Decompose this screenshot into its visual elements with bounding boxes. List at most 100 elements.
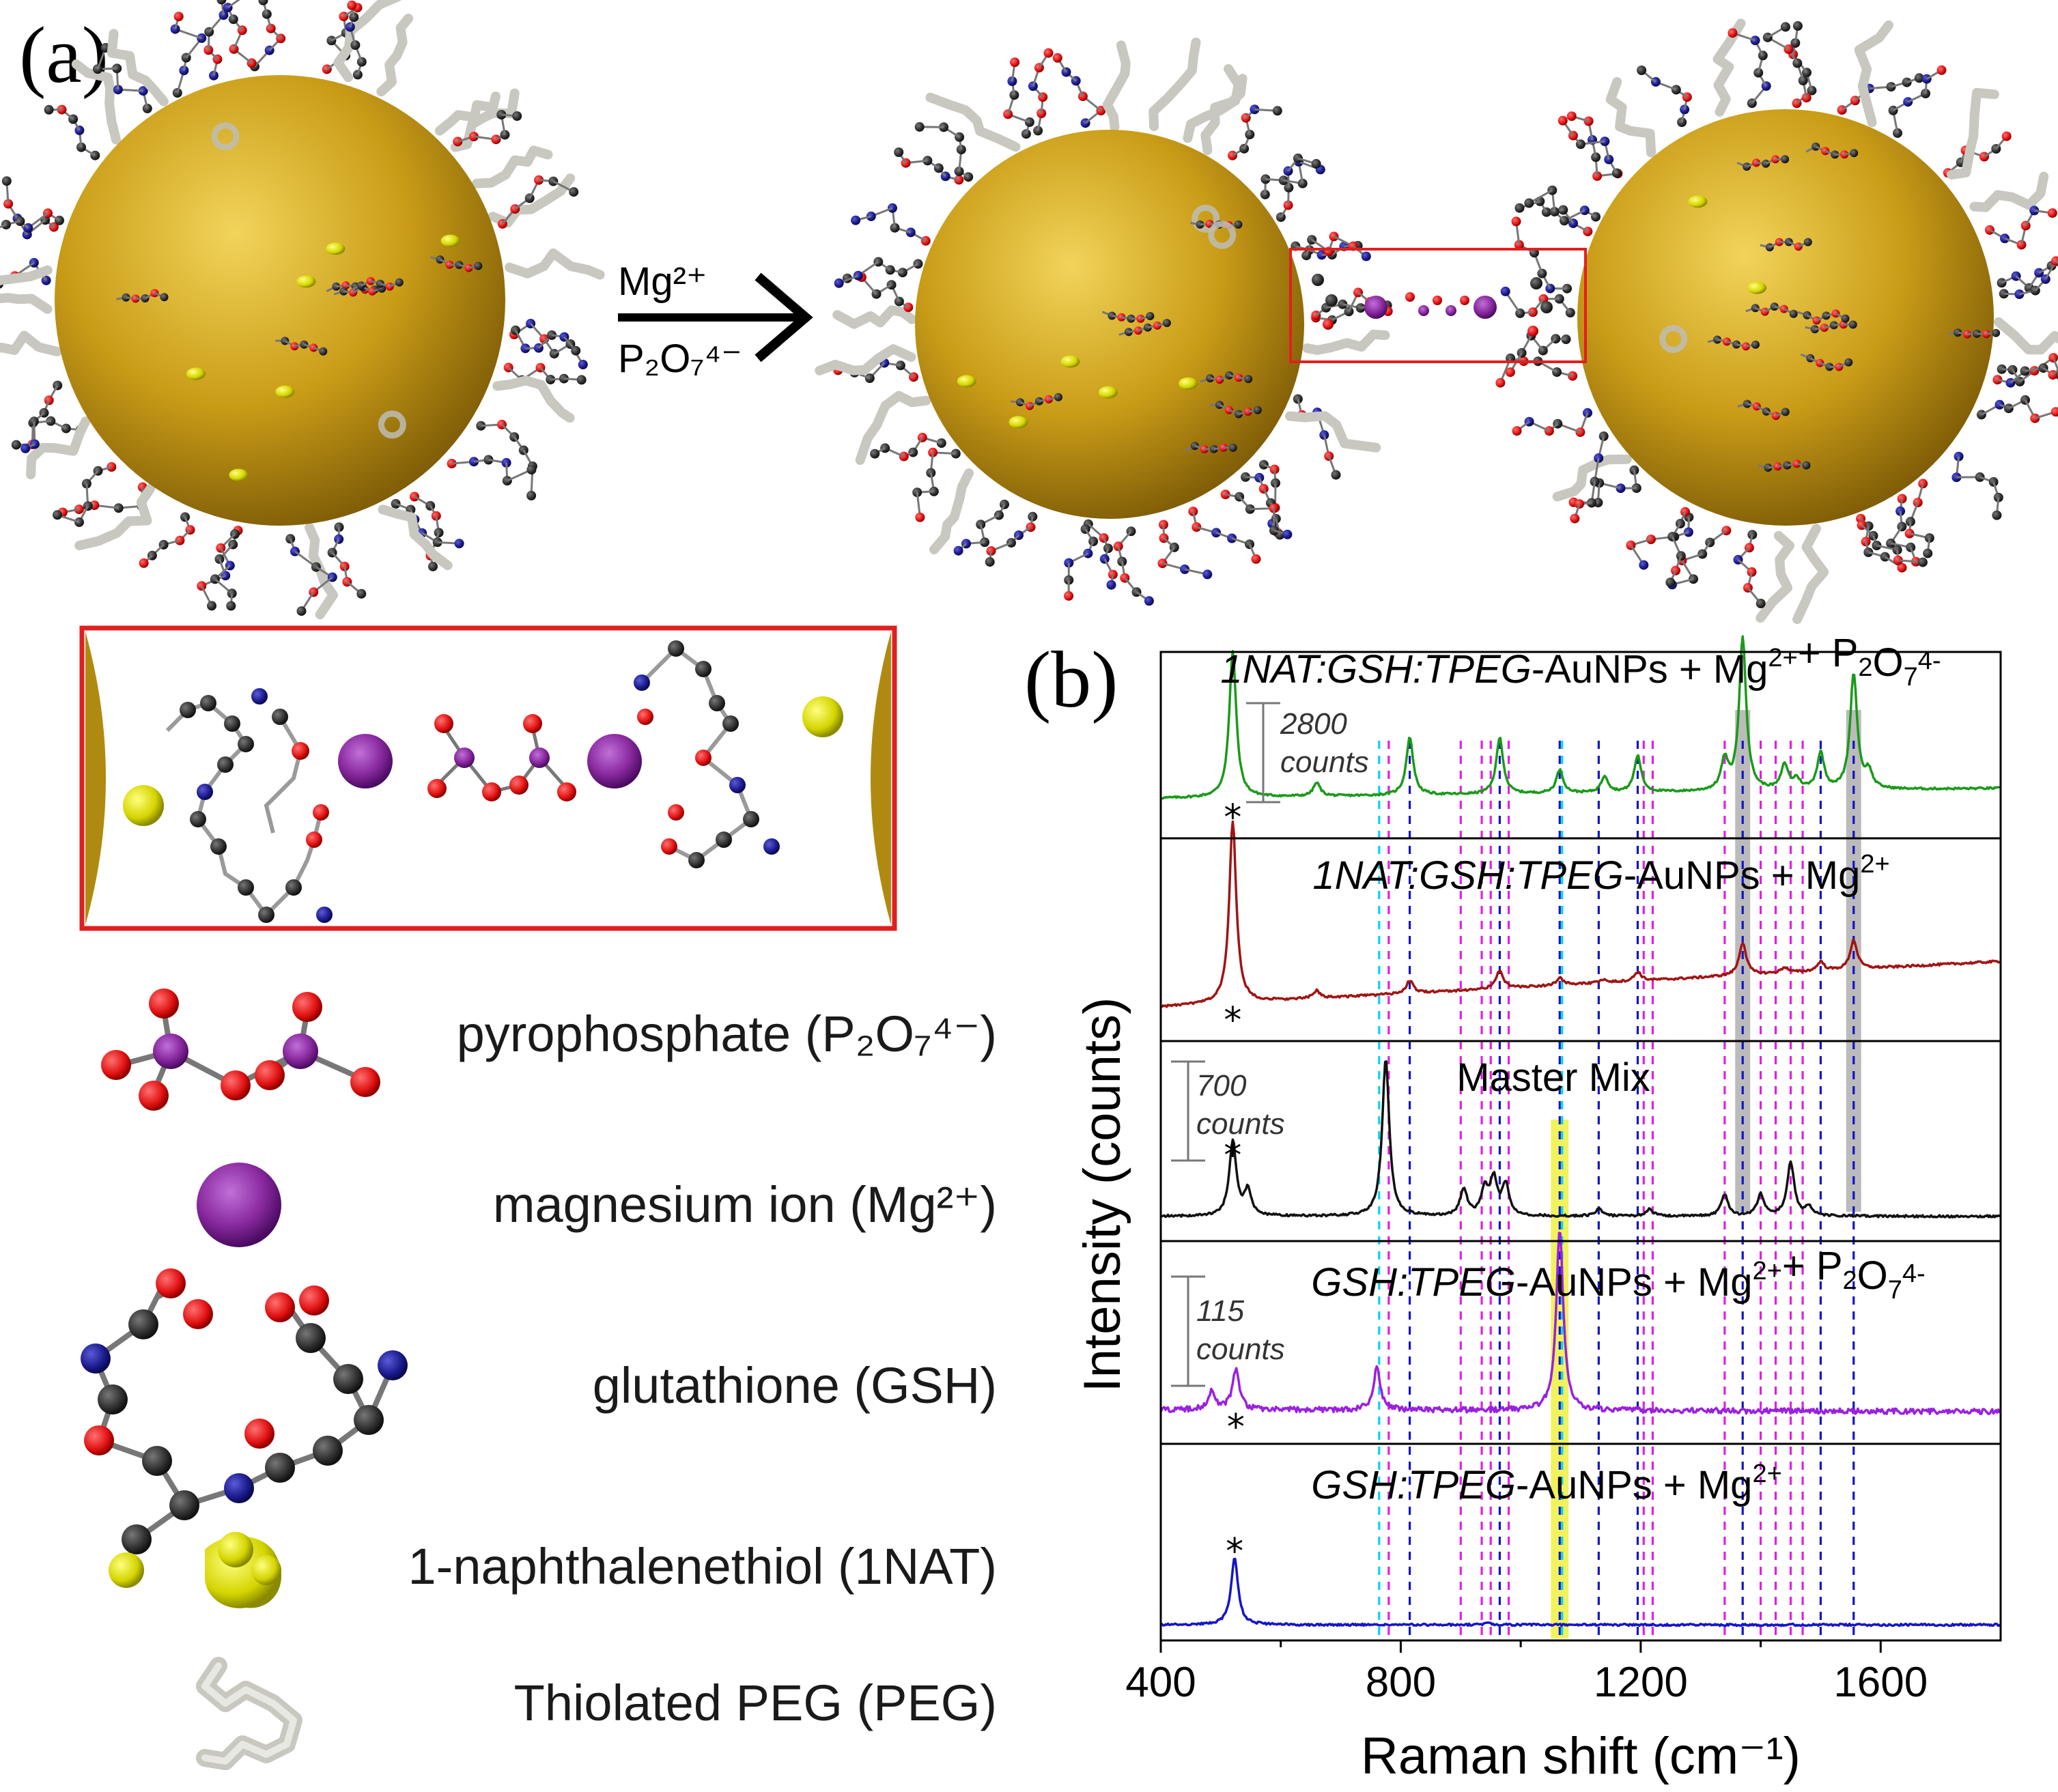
glutathione-ligand <box>351 276 404 291</box>
glutathione-ligand <box>447 455 537 486</box>
glutathione-ligand <box>1888 65 1947 138</box>
scale-bar-3: 115 counts <box>1171 1275 1285 1387</box>
glutathione-ligand <box>912 447 961 522</box>
glutathione-ligand <box>1557 115 1622 178</box>
peg-coil <box>211 122 240 151</box>
gray-band <box>1846 710 1861 1212</box>
gold-nanoparticle-dimer-right <box>1495 18 2058 625</box>
peg-chain <box>71 59 121 145</box>
peg-chain <box>376 14 414 97</box>
glutathione-ligand <box>1947 328 2001 339</box>
legend-label-peg: Thiolated PEG (PEG) <box>514 1675 997 1731</box>
glutathione-ligand <box>1976 395 2058 423</box>
gold-sphere <box>915 130 1304 519</box>
spectrum-line-1 <box>1160 820 2001 1008</box>
naphthalenethiol <box>1009 416 1028 429</box>
glutathione-ligand <box>1185 442 1237 453</box>
spectra <box>1159 635 2002 1627</box>
legend-label-naphthalenethiol: 1-naphthalenethiol (1NAT) <box>408 1538 997 1595</box>
glutathione-ligand <box>1805 142 1859 159</box>
glutathione-ligand <box>1992 363 2058 388</box>
spectrum-title-0: 1NAT:GSH:TPEG-AuNPs + Mg2++ P2O74- <box>1220 631 1941 692</box>
glutathione-ligand <box>275 337 328 356</box>
glutathione-ligand <box>1101 311 1155 323</box>
peg-coil <box>1659 325 1688 353</box>
scale-bar-unit: counts <box>1280 745 1369 779</box>
bridge-zoom-inset <box>79 625 897 931</box>
glutathione-ligand <box>834 257 923 288</box>
peg-chain <box>1200 74 1248 156</box>
x-axis-title: Raman shift (cm⁻¹) <box>1361 1727 1801 1785</box>
peg-chain <box>472 145 553 188</box>
scale-bar-unit: counts <box>1196 1333 1285 1366</box>
glutathione-ligand <box>842 272 914 313</box>
glutathione-ligand <box>327 522 367 599</box>
molecule-legend: pyrophosphate (P₂O₇⁴⁻) magnesium ion (Mg… <box>81 989 997 1770</box>
glutathione-ligand <box>1113 526 1154 606</box>
arrow-reagent-pyrophosphate: P₂O₇⁴⁻ <box>618 337 742 381</box>
legend-label-glutathione: glutathione (GSH) <box>593 1357 997 1414</box>
glutathione-ligand <box>1857 520 1928 567</box>
glutathione-ligand <box>1220 489 1293 539</box>
scale-bar-unit: counts <box>1196 1107 1285 1141</box>
gray-band <box>1735 710 1751 1212</box>
glutathione-ligand <box>453 110 522 147</box>
peg-coil <box>1192 204 1220 233</box>
magnesium-ion-icon <box>197 1163 281 1247</box>
glutathione-ligand <box>851 203 931 246</box>
peg-chain <box>815 344 916 375</box>
spectrum-title-4: GSH:TPEG-AuNPs + Mg2+ <box>1311 1460 1782 1507</box>
scale-bar-value: 115 <box>1196 1294 1245 1328</box>
peg-chain <box>1712 18 1746 117</box>
reaction-arrow: Mg²⁺ P₂O₇⁴⁻ <box>618 259 813 381</box>
peg-chain <box>925 92 1021 152</box>
gold-sphere <box>55 75 505 526</box>
peak-marker-2: * <box>1224 1135 1241 1176</box>
peak-marker-4: * <box>1226 1531 1243 1572</box>
scale-bar-value: 2800 <box>1280 707 1347 741</box>
gold-nanoparticle-single <box>0 0 605 620</box>
glutathione-ligand <box>1788 21 1817 109</box>
naphthalenethiol <box>229 468 249 481</box>
panel-a-label: (a) <box>19 10 109 100</box>
glutathione-ligand <box>139 512 195 568</box>
peak-marker-0: * <box>1224 797 1241 838</box>
scale-bar-2: 700 counts <box>1171 1060 1285 1162</box>
spectrum-line-4 <box>1160 1557 2002 1627</box>
glutathione-ligand <box>1064 524 1099 601</box>
glutathione-ligand <box>410 492 444 571</box>
glutathione-ligand <box>1728 28 1771 109</box>
naphthalenethiol <box>1179 377 1198 390</box>
peak-marker-3: * <box>1227 1407 1245 1448</box>
glutathione-ligand <box>1275 153 1321 223</box>
naphthalenethiol <box>1060 355 1080 368</box>
glutathione-ligand <box>0 208 64 233</box>
peg-chain <box>0 330 62 356</box>
spectrum-title-3: GSH:TPEG-AuNPs + Mg2++ P2O74- <box>1311 1244 1925 1305</box>
peg-chain <box>929 468 974 554</box>
glutathione-ligand <box>1028 48 1054 136</box>
glutathione-ligand <box>985 511 1038 567</box>
naphthalenethiol <box>326 242 346 255</box>
peg-chain <box>107 29 169 106</box>
peg-chain <box>1605 77 1657 158</box>
glutathione-ligand <box>1797 309 1850 325</box>
glutathione-ligand <box>1951 451 2003 520</box>
legend-label-pyrophosphate: pyrophosphate (P₂O₇⁴⁻) <box>457 1006 997 1062</box>
glutathione-ligand <box>1228 104 1282 160</box>
glutathione-ligand <box>1760 238 1812 252</box>
peg-coil <box>1208 221 1237 249</box>
peg-chain <box>1552 454 1632 502</box>
x-tick-label: 1600 <box>1833 1659 1928 1706</box>
peg-chain <box>855 390 931 465</box>
peg-coil <box>378 410 406 439</box>
x-tick-label: 800 <box>1366 1659 1436 1706</box>
glutathione-ligand <box>870 432 946 461</box>
glutathione-ligand <box>1293 394 1341 480</box>
peg-chain <box>378 504 453 571</box>
glutathione-ligand <box>1010 393 1062 410</box>
glutathione-ligand <box>1733 530 1766 608</box>
glutathione-ligand <box>1707 335 1760 351</box>
naphthalenethiol <box>1688 195 1708 208</box>
